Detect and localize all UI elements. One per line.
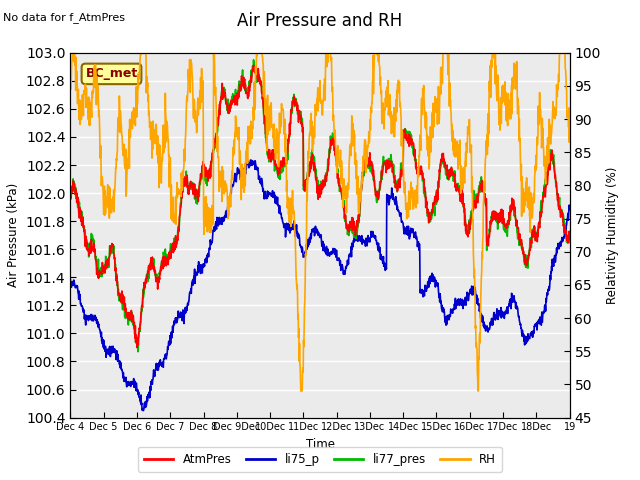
Text: Air Pressure and RH: Air Pressure and RH [237,12,403,30]
Y-axis label: Air Pressure (kPa): Air Pressure (kPa) [7,183,20,288]
Y-axis label: Relativity Humidity (%): Relativity Humidity (%) [606,167,620,304]
X-axis label: Time: Time [305,438,335,451]
Text: No data for f_AtmPres: No data for f_AtmPres [3,12,125,23]
Legend: AtmPres, li75_p, li77_pres, RH: AtmPres, li75_p, li77_pres, RH [138,447,502,472]
Text: BC_met: BC_met [85,67,138,80]
